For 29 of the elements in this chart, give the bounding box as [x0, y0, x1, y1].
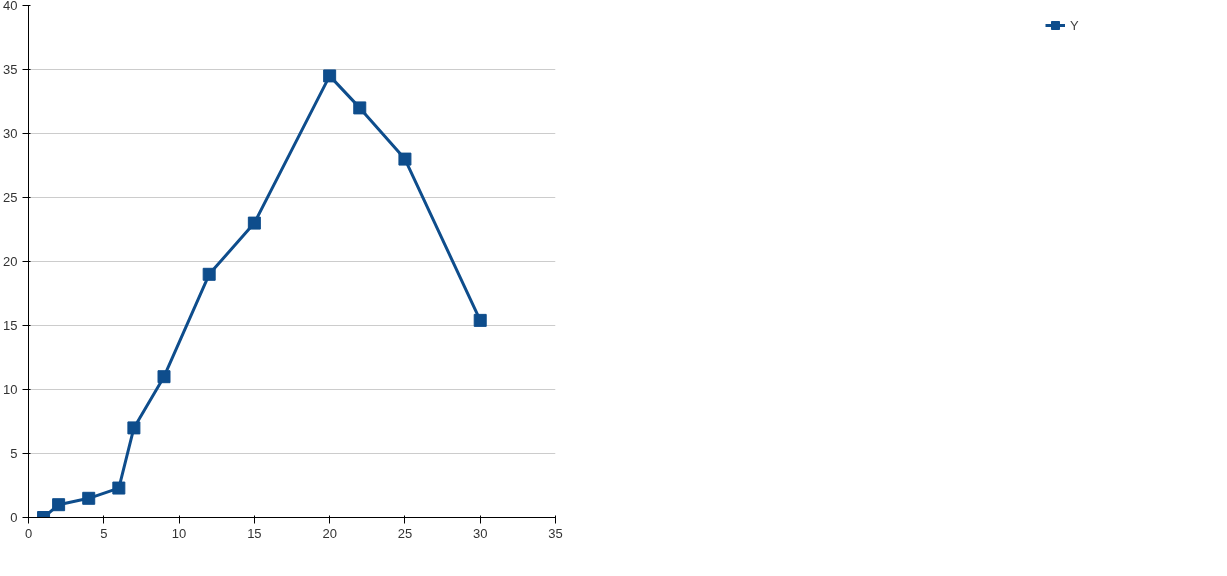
point [202, 267, 216, 281]
x-tick-label: 0 [24, 525, 33, 541]
legend-label: Y [1070, 17, 1080, 33]
y-tick-label: 0 [10, 510, 18, 525]
x-tick-label: 35 [548, 525, 563, 541]
y-tick-label: 35 [3, 62, 18, 77]
x-tick-label: 20 [322, 525, 337, 541]
x-tick-label: 5 [100, 525, 108, 541]
point [127, 421, 141, 435]
y-tick-label: 15 [3, 318, 18, 333]
point [52, 498, 66, 512]
point [353, 101, 367, 115]
x-tick-label: 30 [472, 525, 488, 541]
y-tick-label: 10 [3, 382, 18, 397]
point [247, 216, 261, 230]
point [82, 491, 96, 505]
point [323, 69, 337, 83]
y-tick-label: 40 [3, 0, 18, 13]
x-tick-label: 15 [247, 525, 262, 541]
y-tick-label: 30 [3, 126, 18, 141]
point [157, 370, 171, 384]
point [112, 481, 126, 495]
x-tick-label: 25 [397, 525, 413, 541]
y-tick-label: 5 [10, 446, 18, 461]
y-tick-label: 20 [3, 254, 18, 269]
point [473, 313, 487, 327]
y-tick-label: 25 [3, 190, 18, 205]
point [398, 152, 412, 166]
x-tick-label: 10 [171, 525, 187, 541]
